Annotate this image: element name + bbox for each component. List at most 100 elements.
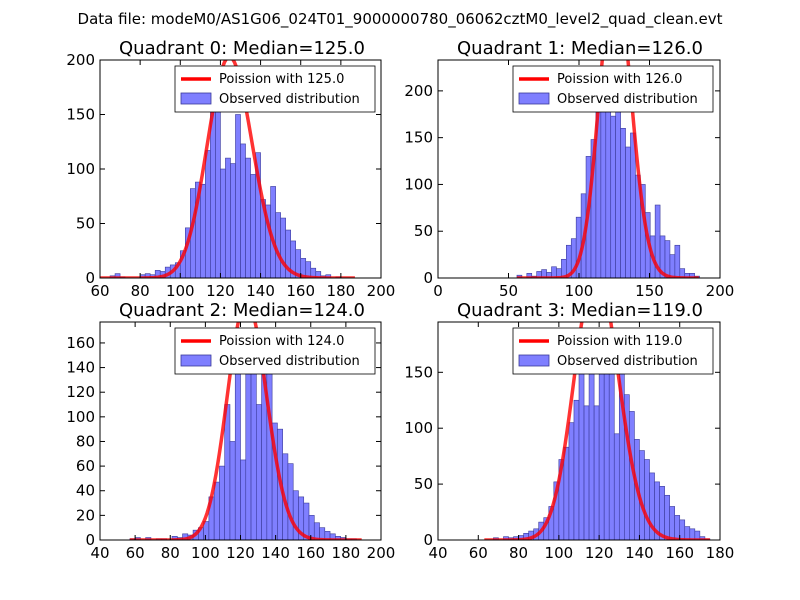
legend-poisson-label: Poission with 124.0	[219, 334, 344, 349]
histogram-bar	[256, 404, 262, 540]
y-tick-label: 50	[414, 475, 433, 493]
legend-bar-label: Observed distribution	[219, 354, 360, 369]
figure-title: Data file: modeM0/AS1G06_024T01_90000007…	[78, 10, 723, 29]
x-tick-label: 100	[166, 282, 195, 300]
histogram-bar	[669, 254, 676, 278]
y-tick-label: 60	[76, 457, 95, 475]
x-tick-label: 80	[161, 544, 180, 562]
x-tick-label: 140	[625, 544, 654, 562]
histogram-bar	[689, 273, 695, 278]
x-tick-label: 120	[585, 544, 614, 562]
x-tick-label: 140	[261, 544, 290, 562]
histogram-bar	[583, 405, 590, 540]
y-tick-label: 120	[66, 383, 95, 401]
legend-bar-label: Observed distribution	[219, 92, 360, 107]
histogram-bar	[235, 114, 241, 278]
x-tick-label: 180	[332, 544, 361, 562]
histogram-bar	[526, 273, 533, 278]
histogram-bar	[684, 526, 691, 540]
y-tick-label: 0	[423, 269, 433, 287]
histogram-bar	[245, 373, 252, 540]
histogram-bar	[659, 486, 665, 540]
y-tick-label: 100	[66, 160, 95, 178]
x-tick-label: 160	[296, 544, 325, 562]
histogram-bar	[664, 494, 670, 540]
y-tick-label: 200	[404, 82, 433, 100]
histogram-bar	[568, 422, 575, 540]
y-tick-label: 80	[76, 432, 95, 450]
panel-title: Quadrant 0: Median=125.0	[119, 38, 365, 59]
histogram-bar	[292, 490, 299, 540]
y-tick-label: 20	[76, 506, 95, 524]
histogram-bar	[674, 244, 681, 278]
y-tick-label: 150	[404, 363, 433, 381]
histogram-bar	[573, 399, 580, 540]
legend-poisson-label: Poission with 125.0	[219, 72, 344, 87]
histogram-bar	[220, 168, 226, 278]
histogram-bar	[593, 405, 600, 540]
histogram-bar	[280, 217, 286, 278]
histogram-bar	[598, 366, 605, 540]
legend-bar-swatch	[180, 92, 212, 105]
x-tick-label: 60	[126, 544, 145, 562]
panel-quadrant-0: Quadrant 0: Median=125.0 60 80 100 120 140 16…	[66, 38, 395, 300]
legend: Poission with 124.0 Observed distribution	[174, 327, 376, 375]
legend-bar-swatch	[180, 354, 212, 367]
histogram-bar	[225, 157, 231, 278]
legend-poisson-label: Poission with 119.0	[557, 334, 682, 349]
panel-title: Quadrant 3: Median=119.0	[457, 300, 703, 321]
x-tick-label: 100	[191, 544, 220, 562]
x-tick-label: 40	[90, 544, 109, 562]
histogram-bar	[213, 481, 220, 540]
legend-bar-swatch	[518, 92, 550, 105]
histogram-bar	[200, 183, 206, 278]
y-tick-label: 140	[66, 359, 95, 377]
legend-poisson-label: Poission with 126.0	[557, 72, 682, 87]
legend-bar-label: Observed distribution	[557, 92, 698, 107]
histogram-bar	[219, 465, 225, 540]
panel-quadrant-1: Quadrant 1: Median=126.0 0 50 100 150 200 0 50…	[404, 38, 735, 300]
x-tick-label: 200	[367, 544, 396, 562]
legend: Poission with 119.0 Observed distribution	[512, 327, 714, 375]
x-tick-label: 200	[706, 282, 735, 300]
histogram-bar	[613, 433, 620, 540]
histogram-bar	[205, 150, 211, 278]
y-tick-label: 0	[85, 531, 95, 549]
histogram-bar	[610, 115, 616, 278]
histogram-bar	[588, 349, 595, 540]
histogram-bar	[620, 128, 626, 278]
legend-bar-label: Observed distribution	[557, 354, 698, 369]
histogram-bar	[240, 459, 247, 540]
histogram-bar	[230, 163, 236, 278]
histogram-bar	[563, 446, 570, 540]
y-tick-label: 150	[404, 129, 433, 147]
histogram-bar	[234, 348, 241, 540]
histogram-bar	[229, 441, 236, 540]
x-tick-label: 120	[206, 282, 235, 300]
y-tick-label: 200	[66, 51, 95, 69]
y-tick-label: 150	[66, 106, 95, 124]
y-tick-label: 0	[423, 531, 433, 549]
y-tick-label: 100	[66, 408, 95, 426]
histogram-bar	[630, 132, 636, 278]
x-tick-label: 100	[565, 282, 594, 300]
histogram-bar	[664, 240, 671, 278]
histogram-bar	[224, 404, 231, 540]
x-tick-label: 120	[226, 544, 255, 562]
x-tick-label: 100	[545, 544, 574, 562]
histogram-bar	[644, 459, 650, 540]
histogram-bar	[245, 157, 251, 278]
x-tick-label: 200	[367, 282, 396, 300]
x-tick-label: 180	[327, 282, 356, 300]
y-tick-label: 50	[76, 215, 95, 233]
axes-frame	[437, 321, 721, 541]
y-tick-label: 160	[66, 334, 95, 352]
legend-bar-swatch	[518, 354, 550, 367]
x-tick-label: 80	[509, 544, 528, 562]
panel-quadrant-3: Quadrant 3: Median=119.0 40 60 80 100 120 140…	[404, 300, 734, 562]
histogram-bar	[608, 360, 615, 540]
y-tick-label: 40	[76, 482, 95, 500]
y-tick-label: 0	[85, 269, 95, 287]
legend: Poission with 125.0 Observed distribution	[174, 65, 376, 113]
